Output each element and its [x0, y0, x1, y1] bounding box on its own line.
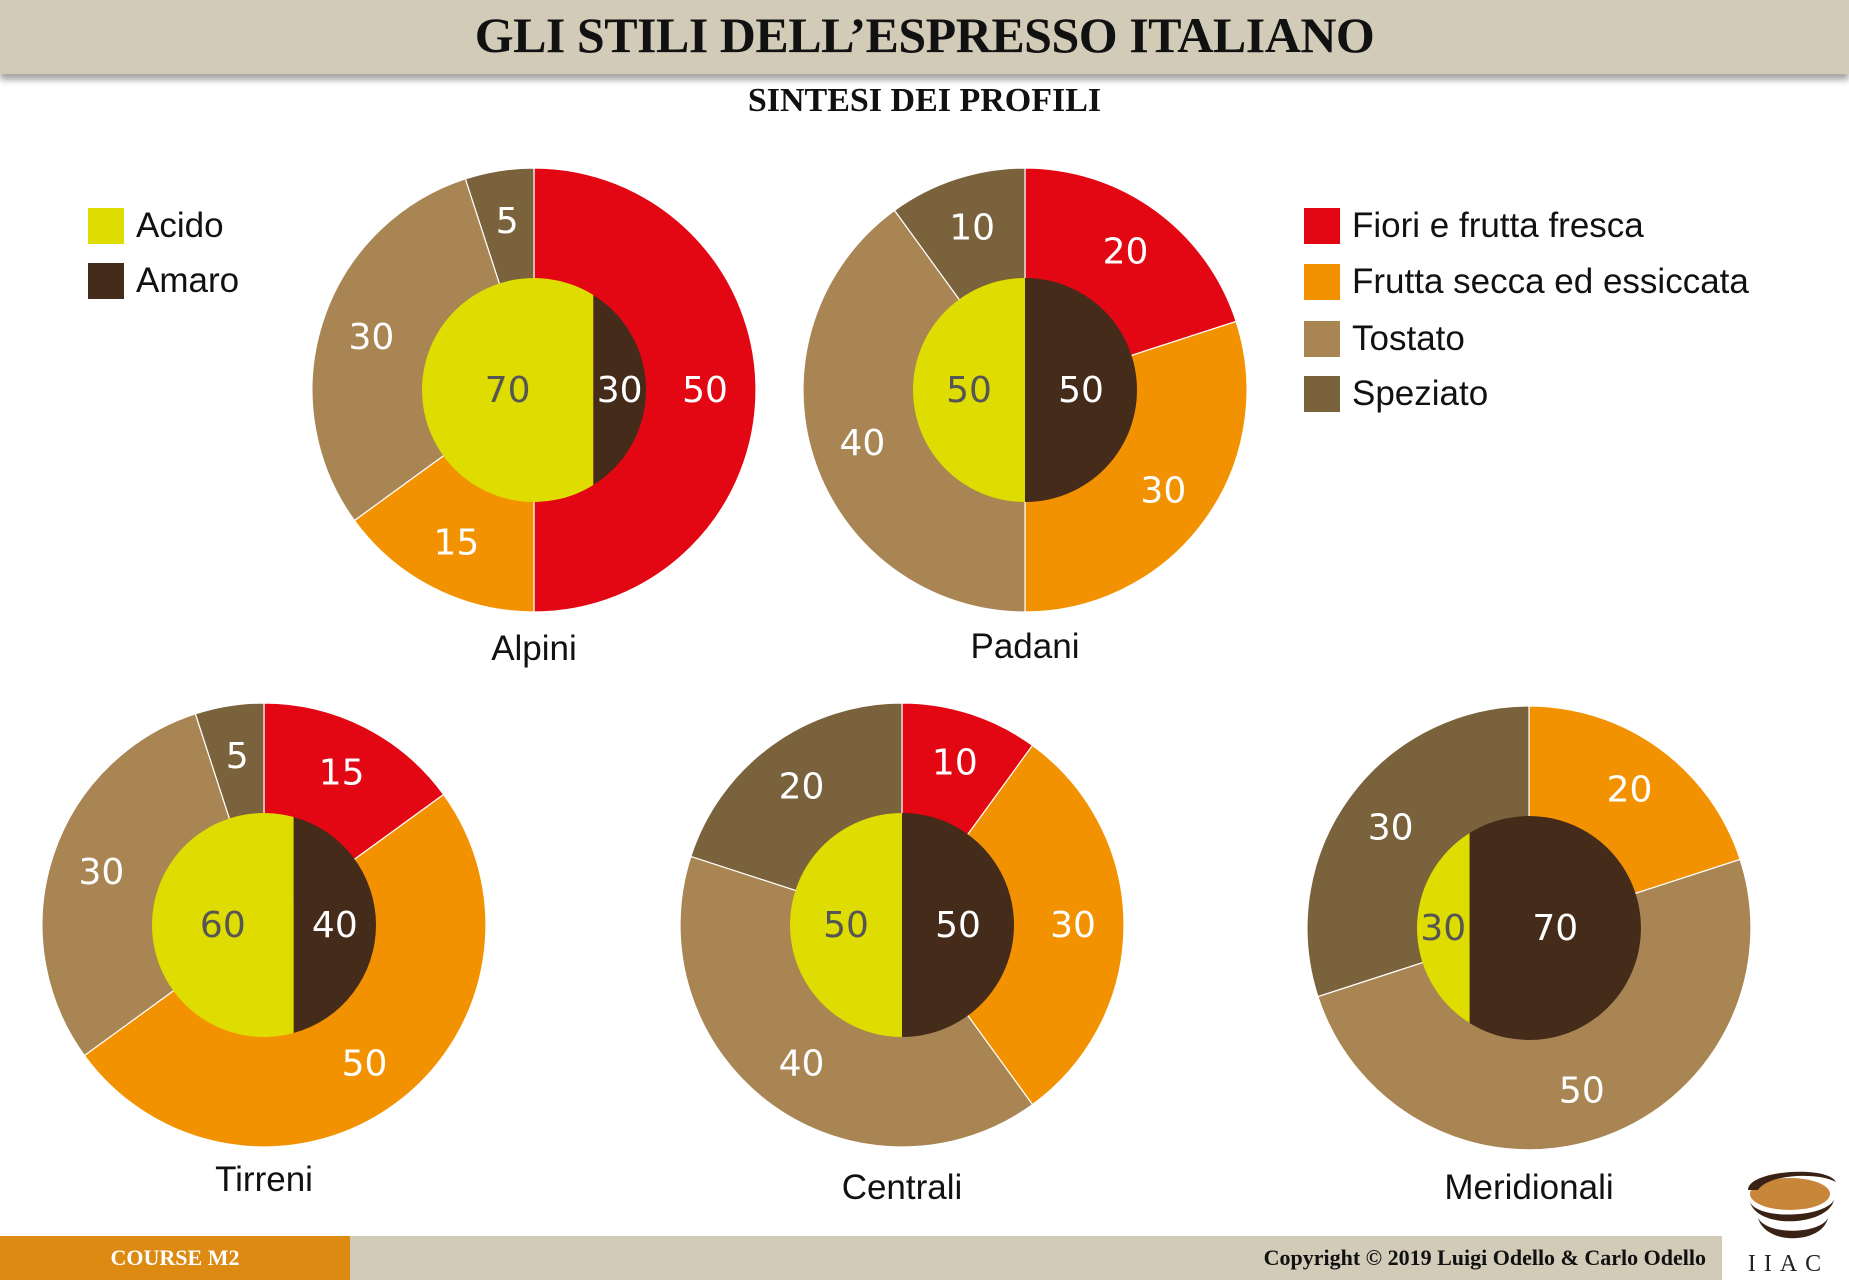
inner-segment-acido [422, 278, 594, 502]
inner-value-label-amaro: 50 [935, 905, 981, 946]
inner-segment-amaro [293, 817, 377, 1033]
iiac-logo: IIAC [1728, 1160, 1849, 1280]
chart-title: Padani [971, 627, 1080, 666]
chart-title: Centrali [842, 1168, 963, 1207]
outer-value-label: 20 [1103, 232, 1149, 273]
outer-value-label: 30 [1050, 905, 1096, 946]
inner-value-label-amaro: 30 [597, 370, 643, 411]
legend-item-frutta-secca: Frutta secca ed essiccata [1304, 262, 1749, 302]
legend-item-fiori: Fiori e frutta fresca [1304, 206, 1644, 246]
outer-value-label: 20 [779, 767, 825, 808]
outer-segment-2 [311, 178, 535, 522]
inner-segment-acido [1417, 833, 1470, 1023]
inner-segment-amaro [902, 813, 1014, 1037]
outer-segment-2 [802, 209, 1026, 613]
outer-value-label: 30 [348, 317, 394, 358]
outer-value-label: 40 [839, 423, 885, 464]
legend-label: Frutta secca ed essiccata [1352, 262, 1749, 301]
outer-value-label: 50 [682, 370, 728, 411]
legend-item-amaro: Amaro [88, 261, 239, 301]
outer-value-label: 15 [433, 522, 479, 563]
inner-segment-amaro [1025, 278, 1137, 502]
inner-value-label-acido: 30 [1420, 908, 1466, 949]
legend-swatch [1304, 321, 1340, 357]
legend-item-speziato: Speziato [1304, 374, 1488, 414]
inner-value-label-acido: 50 [823, 905, 869, 946]
inner-value-label-amaro: 40 [312, 905, 358, 946]
chart-title: Alpini [491, 629, 577, 668]
inner-segment-amaro [1469, 816, 1642, 1040]
legend-swatch [1304, 208, 1340, 244]
cup-swirl-icon [1748, 1171, 1836, 1239]
logo-text: IIAC [1747, 1251, 1830, 1277]
chart-subtitle: SINTESI DEI PROFILI [747, 82, 1102, 119]
header-band: GLI STILI DELL’ESPRESSO ITALIANO [0, 0, 1849, 74]
legend-label: Acido [136, 206, 224, 245]
outer-segment-2 [41, 713, 265, 1057]
outer-value-label: 30 [1368, 807, 1414, 848]
inner-value-label-amaro: 50 [1058, 370, 1104, 411]
outer-value-label: 20 [1607, 770, 1653, 811]
chart-title: Meridionali [1444, 1168, 1613, 1207]
legend-label: Speziato [1352, 374, 1489, 413]
legend-label: Fiori e frutta fresca [1352, 206, 1644, 245]
chart-title: Tirreni [215, 1160, 313, 1199]
legend-item-tostato: Tostato [1304, 319, 1465, 359]
page-title: GLI STILI DELL’ESPRESSO ITALIANO [474, 7, 1375, 63]
outer-value-label: 10 [949, 207, 995, 248]
legend-label: Amaro [136, 261, 240, 300]
inner-segment-acido [913, 278, 1025, 502]
footer-band: COURSE M2 Copyright © 2019 Luigi Odello … [0, 1236, 1722, 1280]
copyright-text: Copyright © 2019 Luigi Odello & Carlo Od… [1263, 1245, 1706, 1270]
outer-value-label: 10 [932, 742, 978, 783]
outer-value-label: 30 [1140, 471, 1186, 512]
inner-segment-acido [790, 813, 902, 1037]
outer-value-label: 30 [78, 852, 124, 893]
outer-value-label: 40 [779, 1043, 825, 1084]
outer-value-label: 50 [342, 1043, 388, 1084]
outer-value-label: 15 [319, 753, 365, 794]
inner-segment-acido [152, 813, 294, 1037]
outer-value-label: 5 [226, 736, 249, 777]
legend-swatch [88, 208, 124, 244]
course-label: COURSE M2 [0, 1236, 350, 1280]
inner-value-label-amaro: 70 [1532, 908, 1578, 949]
inner-value-label-acido: 70 [485, 370, 531, 411]
legend-swatch [1304, 376, 1340, 412]
inner-segment-amaro [593, 295, 647, 485]
outer-value-label: 50 [1559, 1071, 1605, 1112]
legend-label: Tostato [1352, 319, 1465, 358]
inner-value-label-acido: 50 [946, 370, 992, 411]
legend-item-acido: Acido [88, 206, 224, 246]
outer-value-label: 5 [496, 201, 519, 242]
legend-swatch [88, 263, 124, 299]
inner-value-label-acido: 60 [200, 905, 246, 946]
legend-swatch [1304, 264, 1340, 300]
